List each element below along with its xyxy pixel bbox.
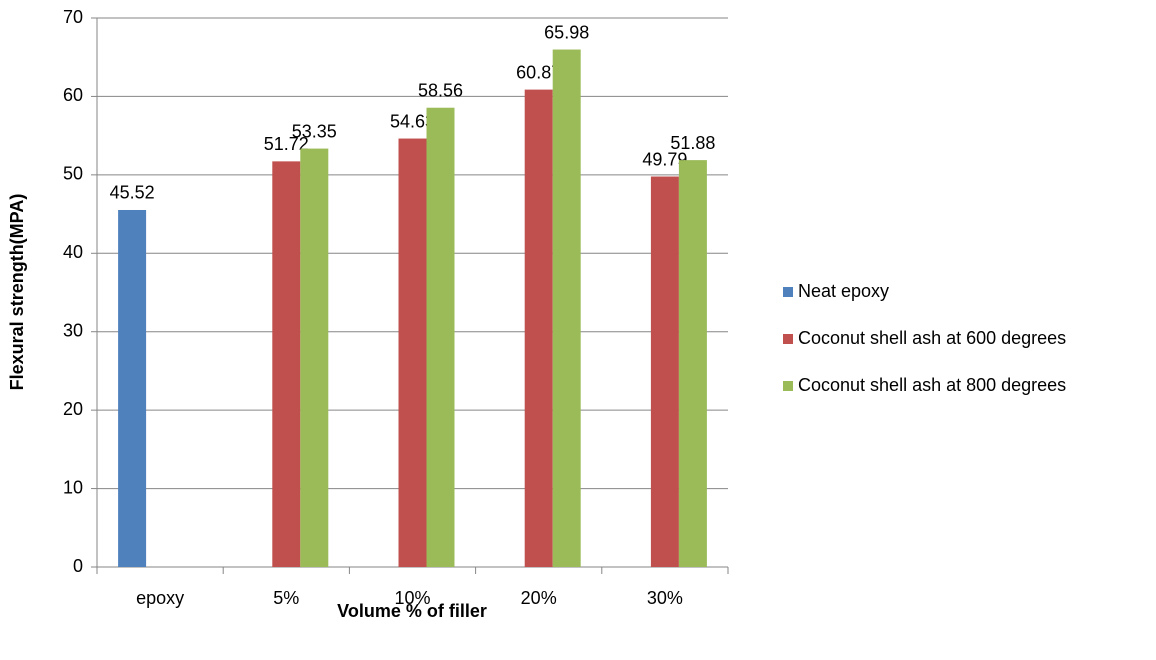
legend-label: Coconut shell ash at 800 degrees xyxy=(798,375,1066,395)
legend-swatch xyxy=(783,287,793,297)
data-label: 51.88 xyxy=(670,133,715,153)
data-label: 58.56 xyxy=(418,80,463,100)
bar xyxy=(426,107,455,567)
data-label: 60.87 xyxy=(516,62,561,82)
y-tick-label: 0 xyxy=(73,556,83,576)
bar xyxy=(552,49,581,568)
legend-swatch xyxy=(783,381,793,391)
y-tick-label: 10 xyxy=(63,477,83,497)
data-label: 54.63 xyxy=(390,111,435,131)
data-label: 53.35 xyxy=(292,121,337,141)
bar xyxy=(650,176,679,567)
legend-label: Neat epoxy xyxy=(798,281,889,301)
y-axis-title: Flexural strength(MPA) xyxy=(7,194,27,391)
y-tick-label: 30 xyxy=(63,320,83,340)
data-label: 45.52 xyxy=(110,183,155,203)
y-tick-label: 20 xyxy=(63,399,83,419)
x-axis-title: Volume % of filler xyxy=(337,601,487,621)
legend-label: Coconut shell ash at 600 degrees xyxy=(798,328,1066,348)
bar xyxy=(300,148,329,568)
bar xyxy=(524,89,553,567)
x-tick-label: 30% xyxy=(647,588,683,608)
bar xyxy=(678,160,707,568)
x-tick-label: 5% xyxy=(273,588,299,608)
data-label: 65.98 xyxy=(544,22,589,42)
bar xyxy=(272,161,301,567)
y-tick-label: 50 xyxy=(63,164,83,184)
x-tick-label: 20% xyxy=(521,588,557,608)
x-tick-label: 10% xyxy=(394,588,430,608)
data-label: 49.79 xyxy=(642,149,687,169)
y-tick-label: 40 xyxy=(63,242,83,262)
y-tick-label: 60 xyxy=(63,85,83,105)
bar xyxy=(398,138,427,567)
bar xyxy=(118,209,147,567)
data-label: 51.72 xyxy=(264,134,309,154)
x-tick-label: epoxy xyxy=(136,588,184,608)
legend-swatch xyxy=(783,334,793,344)
y-tick-label: 70 xyxy=(63,7,83,27)
